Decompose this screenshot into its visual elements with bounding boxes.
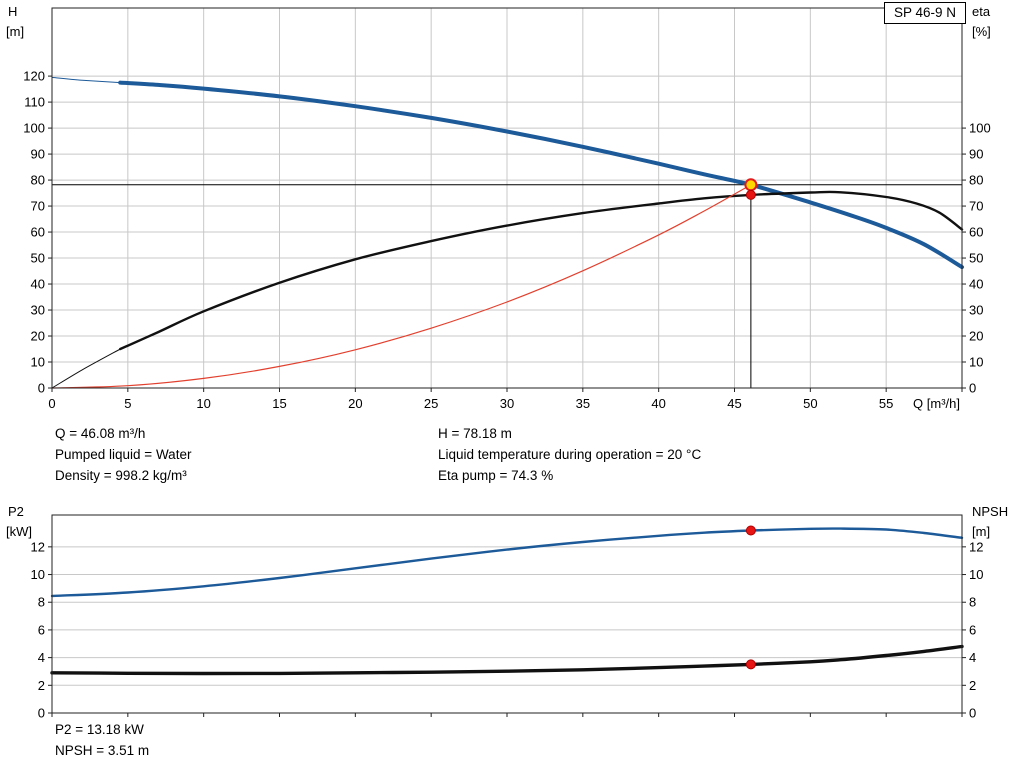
svg-text:90: 90 [31,147,45,162]
svg-text:50: 50 [803,396,817,411]
svg-text:0: 0 [969,706,976,721]
svg-text:10: 10 [196,396,210,411]
p2-npsh-chart-canvas: 0 2 4 6 8 10 12 0 2 4 6 8 10 12 P2 [kW] NPSH [m] [6,504,1008,721]
svg-text:0: 0 [38,706,45,721]
svg-text:[kW]: [kW] [6,524,32,539]
svg-text:5: 5 [124,396,131,411]
svg-text:45: 45 [727,396,741,411]
p2-value-label: P2 = 13.18 kW [55,722,144,737]
svg-text:2: 2 [38,678,45,693]
svg-text:55: 55 [879,396,893,411]
svg-text:6: 6 [38,622,45,637]
svg-text:8: 8 [38,595,45,610]
svg-text:30: 30 [31,303,45,318]
svg-text:20: 20 [348,396,362,411]
svg-text:6: 6 [969,622,976,637]
svg-text:100: 100 [969,121,991,136]
svg-text:50: 50 [31,251,45,266]
svg-text:[m]: [m] [6,24,24,39]
svg-text:0: 0 [48,396,55,411]
svg-text:8: 8 [969,595,976,610]
qh-chart-canvas: 0102030405060708090100110120010203040506… [6,4,991,411]
svg-text:110: 110 [24,95,45,110]
pumped-liquid-label: Pumped liquid = Water [55,447,192,462]
svg-text:Q [m³/h]: Q [m³/h] [913,396,960,411]
npsh-value-label: NPSH = 3.51 m [55,743,150,758]
svg-text:70: 70 [969,199,983,214]
svg-text:40: 40 [651,396,665,411]
svg-text:[%]: [%] [972,24,991,39]
temperature-label: Liquid temperature during operation = 20… [438,447,702,462]
svg-text:[m]: [m] [972,524,990,539]
svg-text:10: 10 [31,567,45,582]
svg-text:120: 120 [23,69,45,84]
svg-text:60: 60 [31,225,45,240]
svg-text:10: 10 [969,567,983,582]
svg-text:P2: P2 [8,504,24,519]
pump-model-badge: SP 46-9 N [883,2,966,24]
head-value-label: H = 78.18 m [438,426,512,441]
svg-text:25: 25 [424,396,438,411]
qh-chart: 0 10 20 30 40 50 60 70 80 90 100 110 120 0 10 20 30 40 50 6… [6,2,991,411]
svg-text:10: 10 [969,355,983,370]
svg-text:NPSH: NPSH [972,504,1008,519]
svg-text:30: 30 [500,396,514,411]
svg-text:70: 70 [31,199,45,214]
svg-text:90: 90 [969,147,983,162]
eta-pump-label: Eta pump = 74.3 % [438,468,554,483]
svg-text:50: 50 [969,251,983,266]
svg-text:35: 35 [576,396,590,411]
svg-text:100: 100 [23,121,45,136]
density-label: Density = 998.2 kg/m³ [55,468,187,483]
svg-text:H: H [8,4,17,19]
svg-text:20: 20 [31,329,45,344]
svg-text:80: 80 [969,173,983,188]
svg-text:12: 12 [969,539,983,554]
svg-text:80: 80 [31,173,45,188]
svg-text:20: 20 [969,329,983,344]
p2-npsh-chart: 0 2 4 6 8 10 12 0 2 4 6 8 10 12 P2 [kW] NPSH [m] [0,500,1024,735]
svg-text:40: 40 [969,277,983,292]
svg-text:eta: eta [972,4,991,19]
svg-text:4: 4 [38,650,45,665]
svg-text:12: 12 [31,539,45,554]
svg-text:0: 0 [38,381,45,396]
svg-text:40: 40 [31,277,45,292]
svg-text:4: 4 [969,650,976,665]
svg-text:60: 60 [969,225,983,240]
svg-text:10: 10 [31,355,45,370]
svg-text:2: 2 [969,678,976,693]
svg-text:15: 15 [272,396,286,411]
svg-text:30: 30 [969,303,983,318]
flow-value-label: Q = 46.08 m³/h [55,426,146,441]
svg-text:0: 0 [969,381,976,396]
